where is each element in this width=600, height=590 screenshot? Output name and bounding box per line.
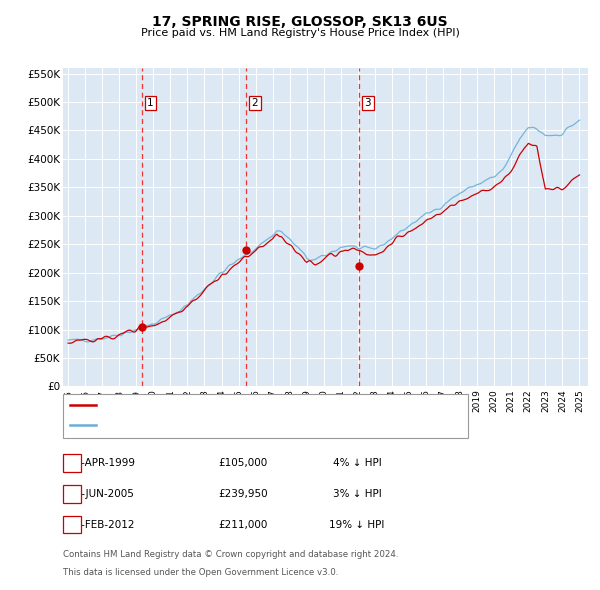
Text: 17, SPRING RISE, GLOSSOP, SK13 6US: 17, SPRING RISE, GLOSSOP, SK13 6US bbox=[152, 15, 448, 29]
Text: 3: 3 bbox=[365, 98, 371, 108]
Text: 03-FEB-2012: 03-FEB-2012 bbox=[69, 520, 135, 529]
Text: 19% ↓ HPI: 19% ↓ HPI bbox=[329, 520, 385, 529]
Text: 30-APR-1999: 30-APR-1999 bbox=[68, 458, 136, 468]
Text: This data is licensed under the Open Government Licence v3.0.: This data is licensed under the Open Gov… bbox=[63, 568, 338, 577]
Text: 16-JUN-2005: 16-JUN-2005 bbox=[69, 489, 135, 499]
Text: 2: 2 bbox=[68, 489, 76, 499]
Text: 1: 1 bbox=[147, 98, 154, 108]
Text: £211,000: £211,000 bbox=[218, 520, 268, 529]
Text: £105,000: £105,000 bbox=[218, 458, 268, 468]
Text: 2: 2 bbox=[251, 98, 258, 108]
Text: 17, SPRING RISE, GLOSSOP, SK13 6US (detached house): 17, SPRING RISE, GLOSSOP, SK13 6US (deta… bbox=[99, 401, 380, 410]
Text: HPI: Average price, detached house, High Peak: HPI: Average price, detached house, High… bbox=[99, 420, 333, 430]
Text: 3: 3 bbox=[68, 520, 76, 529]
Text: £239,950: £239,950 bbox=[218, 489, 268, 499]
Text: 4% ↓ HPI: 4% ↓ HPI bbox=[332, 458, 382, 468]
Text: 3% ↓ HPI: 3% ↓ HPI bbox=[332, 489, 382, 499]
Text: Price paid vs. HM Land Registry's House Price Index (HPI): Price paid vs. HM Land Registry's House … bbox=[140, 28, 460, 38]
Text: Contains HM Land Registry data © Crown copyright and database right 2024.: Contains HM Land Registry data © Crown c… bbox=[63, 550, 398, 559]
Text: 1: 1 bbox=[68, 458, 76, 468]
